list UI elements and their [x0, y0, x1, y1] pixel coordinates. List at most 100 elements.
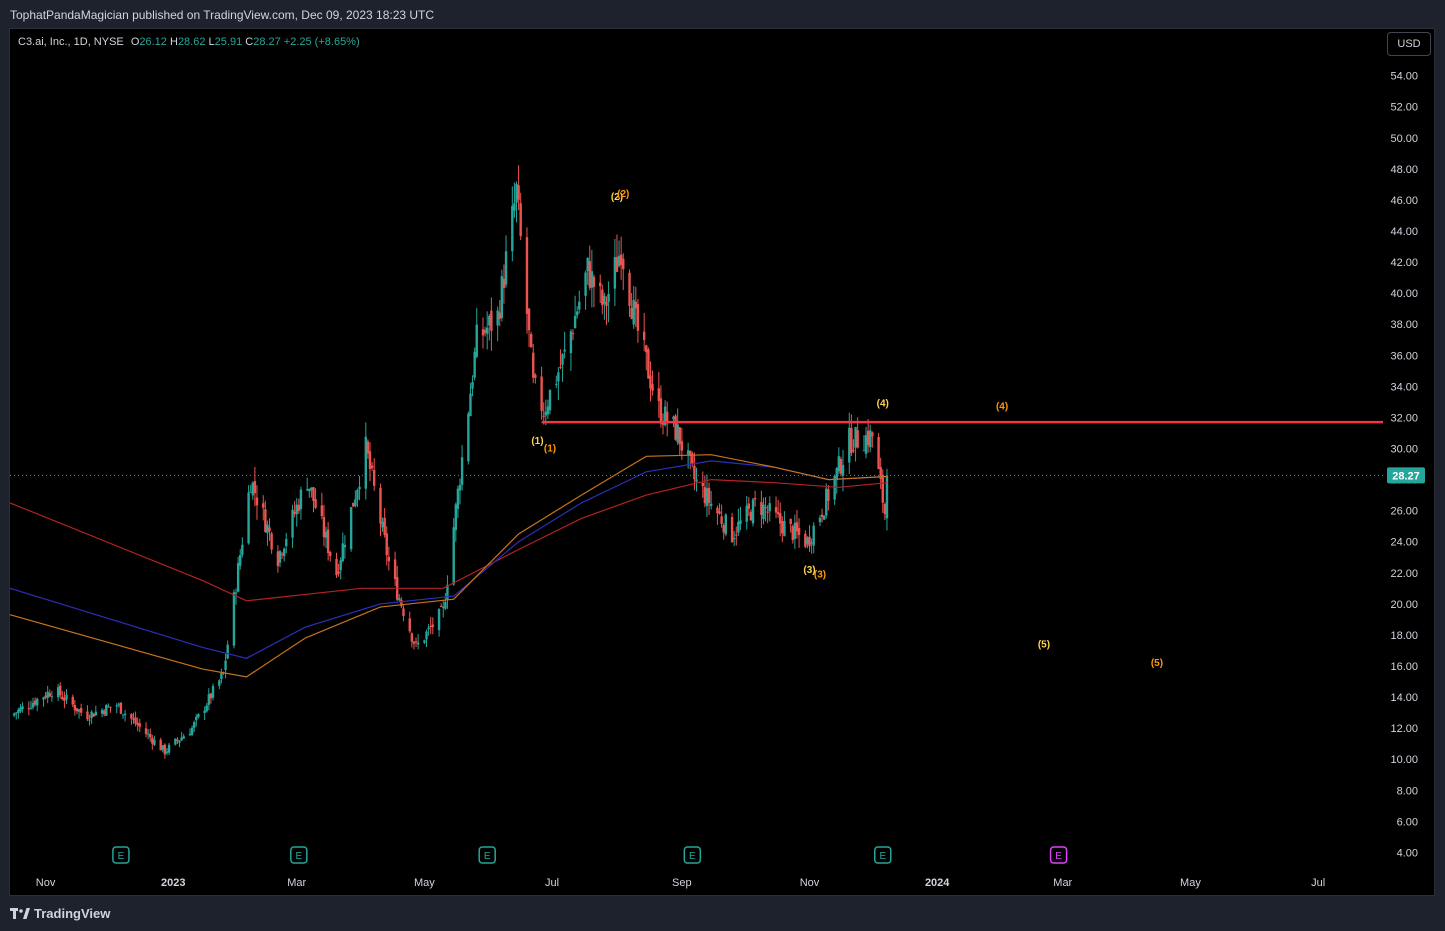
candle-body — [86, 711, 89, 720]
candle — [442, 599, 445, 618]
candle — [383, 507, 386, 538]
candle — [59, 682, 62, 699]
earnings-marker[interactable]: E — [874, 846, 892, 864]
candle-body — [806, 537, 809, 545]
candle — [732, 531, 736, 547]
candle — [241, 537, 244, 558]
wave-label: (4) — [996, 402, 1008, 413]
earnings-marker[interactable]: E — [683, 846, 702, 864]
wave-label: (5) — [1038, 639, 1050, 650]
candle-body — [218, 680, 221, 686]
candle-body — [119, 702, 123, 714]
candle — [88, 714, 91, 726]
candle-body — [866, 430, 870, 446]
candle — [280, 551, 284, 560]
candle-body — [236, 563, 240, 592]
candle-body — [358, 486, 361, 490]
candle — [207, 688, 211, 711]
earnings-icon — [683, 846, 702, 864]
candle — [12, 712, 16, 718]
candle — [149, 728, 152, 742]
x-tick-label: May — [414, 877, 435, 889]
candle-body — [431, 624, 434, 628]
candle-body — [383, 517, 386, 535]
y-tick-label: 20.00 — [1390, 599, 1418, 611]
candle — [349, 506, 353, 552]
candle — [73, 700, 77, 716]
candle-body — [622, 258, 625, 270]
candle — [65, 689, 68, 705]
candle — [797, 518, 801, 548]
earnings-marker[interactable]: E — [112, 846, 130, 864]
candle — [883, 502, 887, 521]
candle — [473, 347, 476, 381]
x-tick-label: May — [1180, 877, 1201, 889]
candle — [337, 563, 340, 577]
candle-body — [557, 372, 560, 382]
close-value: 28.27 — [253, 36, 281, 48]
candle-body — [827, 489, 830, 502]
candle-body — [65, 694, 68, 700]
candle — [804, 530, 807, 549]
candle — [454, 502, 458, 542]
currency-button[interactable]: USD — [1387, 32, 1431, 56]
candle — [827, 484, 830, 511]
candle — [312, 486, 315, 513]
candle-body — [747, 503, 751, 509]
earnings-marker[interactable]: E — [290, 846, 308, 864]
candle — [176, 737, 179, 744]
earnings-marker[interactable]: E — [1049, 846, 1068, 864]
candle-body — [387, 556, 391, 562]
candle — [46, 685, 49, 704]
candle — [322, 504, 326, 547]
candle-body — [299, 489, 303, 510]
candle — [425, 629, 428, 648]
candle — [665, 401, 669, 437]
candle-body — [663, 406, 667, 426]
candle-body — [446, 584, 449, 600]
candle-body — [163, 744, 167, 755]
candle — [716, 505, 719, 525]
candle-body — [808, 536, 811, 547]
candle — [29, 700, 33, 710]
tradingview-logo[interactable]: TradingView — [10, 906, 110, 921]
candle — [678, 427, 681, 456]
candle-body — [571, 333, 575, 335]
candle-body — [718, 511, 721, 514]
candle — [190, 725, 194, 737]
candle — [197, 713, 200, 719]
candle-body — [437, 609, 441, 631]
x-tick-label: 2024 — [925, 877, 950, 889]
candle-body — [776, 512, 780, 515]
candle-body — [879, 467, 882, 479]
y-tick-label: 42.00 — [1390, 257, 1418, 269]
candle-body — [324, 531, 328, 538]
y-tick-label: 14.00 — [1390, 692, 1418, 704]
candle — [810, 538, 813, 554]
candle-body — [751, 499, 755, 524]
candle — [161, 744, 164, 753]
candle — [527, 307, 531, 348]
candle — [866, 419, 870, 453]
earnings-marker[interactable]: E — [478, 846, 496, 864]
candle — [691, 451, 694, 468]
candle-body — [452, 527, 455, 585]
candle-body — [341, 543, 344, 562]
candle — [165, 748, 169, 756]
candle — [21, 702, 24, 713]
candle — [504, 235, 508, 288]
candle — [299, 486, 303, 520]
candle-body — [519, 203, 522, 237]
candle-body — [314, 499, 317, 508]
candle-body — [75, 708, 79, 712]
candle-body — [44, 695, 47, 698]
candle — [515, 181, 518, 223]
candle-body — [349, 507, 353, 550]
candle-body — [282, 548, 286, 557]
candle-body — [50, 696, 54, 698]
candle-body — [764, 507, 767, 509]
candle-body — [737, 521, 740, 533]
candle-body — [410, 633, 414, 642]
candle-body — [90, 711, 93, 719]
